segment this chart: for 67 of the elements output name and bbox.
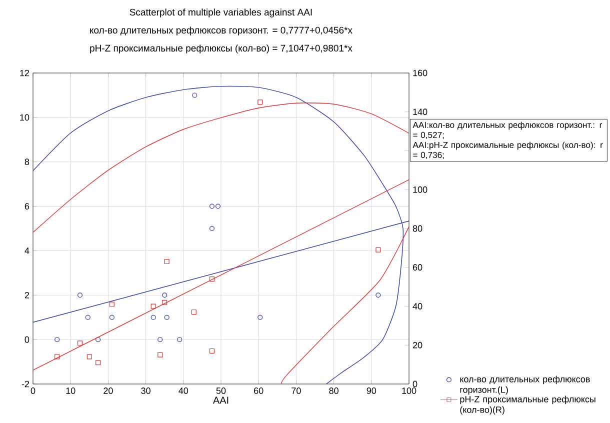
y-tick-label: 6 — [24, 203, 30, 210]
x-tick-label: 30 — [141, 388, 150, 394]
y2-tick-label: 0 — [412, 380, 418, 388]
point — [376, 247, 381, 252]
point — [109, 302, 114, 307]
x-tick-label: 50 — [216, 388, 226, 394]
point — [164, 259, 170, 264]
x-tick-label: 10 — [66, 388, 76, 394]
point — [78, 292, 82, 298]
text: кол-во длительных рефлюксов горизонт. = 0,7777+0,0456*x — [90, 26, 352, 36]
y-tick-label: 8 — [24, 158, 30, 166]
line-series — [33, 102, 410, 233]
y-tick-label: 2 — [24, 292, 30, 298]
y-tick-label: -2 — [22, 380, 30, 388]
x-tick-label: 60 — [254, 388, 264, 394]
point — [150, 314, 156, 320]
x-tick-label: 70 — [292, 388, 301, 394]
point — [162, 292, 168, 298]
legend-label: кол-во длительных рефлюксов горизонт.(L) — [460, 376, 590, 395]
x-tick-label: 80 — [329, 388, 338, 394]
point — [164, 314, 170, 320]
point — [85, 314, 90, 320]
point — [78, 340, 82, 346]
y-tick-label: 12 — [20, 70, 30, 76]
x-tick-label: 40 — [178, 388, 188, 394]
point — [191, 310, 196, 315]
x-tick-label: 20 — [104, 388, 113, 394]
text: AAI:pH-Z проксимальные рефлюксы (кол-во): r = 0,736; — [412, 142, 603, 160]
y-tick-label: 0 — [24, 336, 30, 343]
text: AAI:кол-во длительных рефлюксов горизонт.: r = 0,527; — [412, 122, 602, 140]
y2-tick-label: 20 — [412, 342, 422, 348]
point — [258, 314, 263, 320]
y2-tick-label: 40 — [412, 303, 422, 310]
point — [209, 226, 214, 231]
x-tick-label: 0 — [30, 388, 36, 394]
y2-tick-label: 60 — [412, 264, 422, 271]
point — [158, 352, 163, 358]
point — [209, 348, 214, 354]
y2-tick-label: 160 — [413, 70, 428, 76]
point — [96, 360, 101, 366]
y2-tick-label: 100 — [413, 186, 428, 193]
point — [376, 292, 381, 298]
x-axis-title: AAI — [212, 396, 228, 404]
point — [86, 354, 92, 360]
legend-label: pH-Z проксимальные рефлюксы (кол-во)(R) — [460, 396, 596, 415]
point — [162, 300, 168, 305]
point — [215, 204, 220, 209]
point — [209, 276, 214, 282]
y2-tick-label: 140 — [413, 108, 428, 116]
y-tick-label: 4 — [24, 248, 30, 254]
point — [150, 304, 156, 309]
text: pH-Z проксимальные рефлюксы (кол-во) = 7,1047+0,9801*x — [90, 44, 352, 54]
point — [54, 354, 60, 360]
y2-tick-label: 80 — [412, 225, 422, 232]
point — [158, 337, 163, 342]
point — [209, 204, 214, 209]
point — [177, 337, 182, 342]
x-tick-label: 90 — [366, 388, 376, 394]
line-series — [280, 226, 410, 384]
y-tick-label: 10 — [20, 114, 30, 121]
point — [109, 314, 114, 320]
x-tick-label: 100 — [402, 388, 416, 394]
point — [54, 337, 60, 342]
point — [258, 100, 263, 105]
chart-title: Scatterplot of multiple variables against AAI — [130, 8, 312, 18]
point — [192, 92, 198, 98]
point — [96, 337, 101, 342]
